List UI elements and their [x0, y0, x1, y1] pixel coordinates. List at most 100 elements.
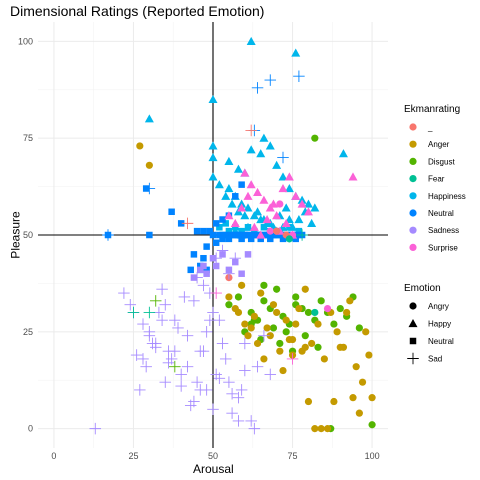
y-tick-label: 100: [18, 36, 33, 46]
legend-key-color: [409, 227, 416, 234]
point-happiness-triangle: [272, 161, 281, 169]
point-happiness-triangle: [256, 149, 265, 157]
legend-key-color: [409, 141, 416, 148]
legend-label-shape: Sad: [428, 355, 442, 364]
point-anger-circle: [295, 305, 302, 312]
point-sadness-square: [210, 255, 216, 261]
legend-key-shape: [407, 353, 419, 365]
point-disgust-circle: [314, 344, 321, 351]
point-fear-cross: [144, 307, 156, 319]
point-sadness-cross: [252, 361, 264, 373]
point-disgust-circle: [270, 324, 277, 331]
point-happiness-square: [245, 224, 251, 230]
point-neutral-cross: [252, 82, 264, 94]
point-neutral-square: [194, 228, 200, 234]
point-anger-circle: [349, 394, 356, 401]
point-neutral-square: [200, 255, 206, 261]
point-sadness-cross: [233, 415, 245, 427]
point-anger-circle: [359, 379, 366, 386]
point-happiness-triangle: [209, 141, 218, 149]
point-sadness-square: [226, 267, 232, 273]
point-anger-circle: [353, 363, 360, 370]
y-tick-label: 75: [23, 133, 33, 143]
point-sadness-cross: [175, 380, 187, 392]
legend-key-color: [409, 175, 416, 182]
point-anger-circle: [333, 328, 340, 335]
point-disgust-circle: [235, 293, 242, 300]
point-happiness-triangle: [221, 192, 230, 200]
point-sadness-square: [200, 263, 206, 269]
legend-label-color: Fear: [428, 175, 445, 184]
point-anger-circle: [279, 367, 286, 374]
point-neutral-square: [219, 216, 225, 222]
point-neutral-square: [207, 228, 213, 234]
legend-label-color: Sadness: [428, 226, 459, 235]
point-surprise-cross: [287, 353, 299, 365]
point-sadness-cross: [201, 326, 213, 338]
point-sadness-cross: [169, 314, 181, 326]
point-disgust-circle: [337, 305, 344, 312]
point-anger-circle: [244, 332, 251, 339]
point-anger-circle: [368, 394, 375, 401]
legend-key-color: [409, 209, 416, 216]
y-tick-label: 50: [23, 230, 33, 240]
point-sadness-square: [232, 259, 238, 265]
point-anger-circle: [343, 309, 350, 316]
point-happiness-triangle: [145, 114, 154, 122]
point-anger-circle: [318, 425, 325, 432]
point-anger-circle: [276, 348, 283, 355]
point-anger-circle: [136, 142, 143, 149]
point-disgust-circle: [260, 297, 267, 304]
point-sadness-cross: [204, 314, 216, 326]
legend-key-shape: [409, 302, 416, 309]
point-happiness-triangle: [209, 95, 218, 103]
point-anger-circle: [311, 425, 318, 432]
point-sadness-cross: [239, 338, 251, 350]
point---cross: [245, 125, 257, 137]
point-anger-circle: [321, 355, 328, 362]
point-neutral-cross: [144, 183, 156, 195]
point-sadness-cross: [182, 361, 194, 373]
point-happiness-triangle: [209, 153, 218, 161]
point-happiness-triangle: [307, 219, 316, 227]
point-anger-circle: [324, 425, 331, 432]
point-surprise-triangle: [253, 188, 262, 196]
point-disgust-circle: [225, 301, 232, 308]
point-happiness-triangle: [294, 215, 303, 223]
point-sadness-cross: [220, 353, 232, 365]
point-disgust-circle: [276, 340, 283, 347]
y-axis-label: Pleasure: [9, 211, 23, 258]
point-anger-circle: [238, 282, 245, 289]
point-sadness-cross: [156, 314, 168, 326]
y-tick-label: 25: [23, 327, 33, 337]
point-anger-circle: [235, 309, 242, 316]
point-neutral-cross: [102, 229, 114, 241]
point-anger-circle: [273, 309, 280, 316]
point-happiness-triangle: [209, 172, 218, 180]
point-surprise-circle: [276, 200, 283, 207]
point-sadness-square: [203, 270, 209, 276]
point-anger-circle: [254, 340, 261, 347]
legend-key-color: [409, 244, 416, 251]
point-sadness-cross: [195, 384, 207, 396]
point-anger-circle: [308, 340, 315, 347]
point-disgust-circle: [330, 320, 337, 327]
point-anger-circle: [286, 336, 293, 343]
point-sadness-square: [245, 251, 251, 257]
point-neutral-square: [203, 243, 209, 249]
point-sadness-cross: [175, 369, 187, 381]
point-fear-circle: [311, 309, 318, 316]
legend-key-shape: [409, 319, 418, 327]
point-neutral-cross: [265, 74, 277, 86]
point-anger-circle: [292, 320, 299, 327]
point-anger-circle: [263, 324, 270, 331]
point-surprise-triangle: [259, 196, 268, 204]
point-fear-cross: [128, 307, 140, 319]
point---circle: [273, 228, 280, 235]
point-sadness-square: [191, 274, 197, 280]
x-tick-label: 0: [51, 451, 56, 461]
x-tick-label: 25: [128, 451, 138, 461]
point-anger-circle: [362, 328, 369, 335]
x-tick-label: 50: [208, 451, 218, 461]
point-anger-circle: [283, 317, 290, 324]
